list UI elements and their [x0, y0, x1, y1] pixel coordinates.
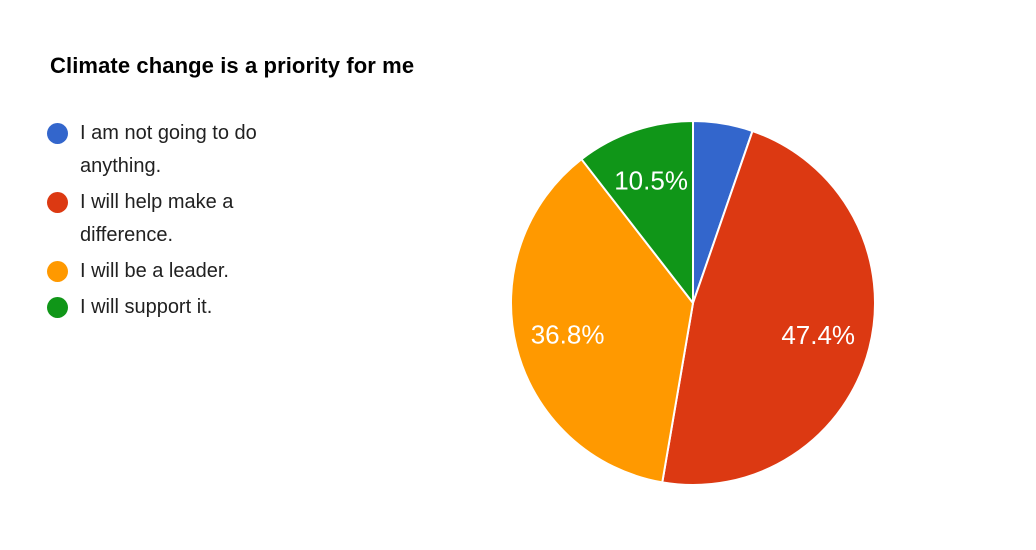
chart-title: Climate change is a priority for me	[50, 53, 415, 78]
legend-label: I will support it.	[80, 296, 213, 318]
legend-item: I will help make a difference.	[47, 186, 327, 252]
legend-swatch-icon	[47, 297, 68, 318]
legend-label: I will be a leader.	[80, 260, 229, 282]
pie-chart: 47.4% 36.8% 10.5%	[510, 120, 876, 486]
legend-swatch-icon	[47, 123, 68, 144]
pie-slice[interactable]	[580, 120, 694, 304]
legend-item: I will support it.	[47, 291, 327, 324]
legend-swatch-icon	[47, 261, 68, 282]
pie-slice[interactable]	[510, 158, 694, 484]
legend-swatch-icon	[47, 192, 68, 213]
pie-slice[interactable]	[661, 130, 876, 486]
chart-legend: I am not going to do anything. I will hel…	[47, 117, 327, 327]
legend-item: I will be a leader.	[47, 255, 327, 288]
legend-item: I am not going to do anything.	[47, 117, 327, 183]
pie-slice-label: 47.4%	[781, 320, 855, 350]
legend-label: I am not going to do anything.	[80, 122, 257, 177]
pie-slice-label: 36.8%	[531, 319, 605, 349]
legend-label: I will help make a difference.	[80, 191, 234, 246]
pie-chart-svg: 47.4% 36.8% 10.5%	[510, 120, 876, 486]
pie-slice-label: 10.5%	[614, 166, 688, 196]
